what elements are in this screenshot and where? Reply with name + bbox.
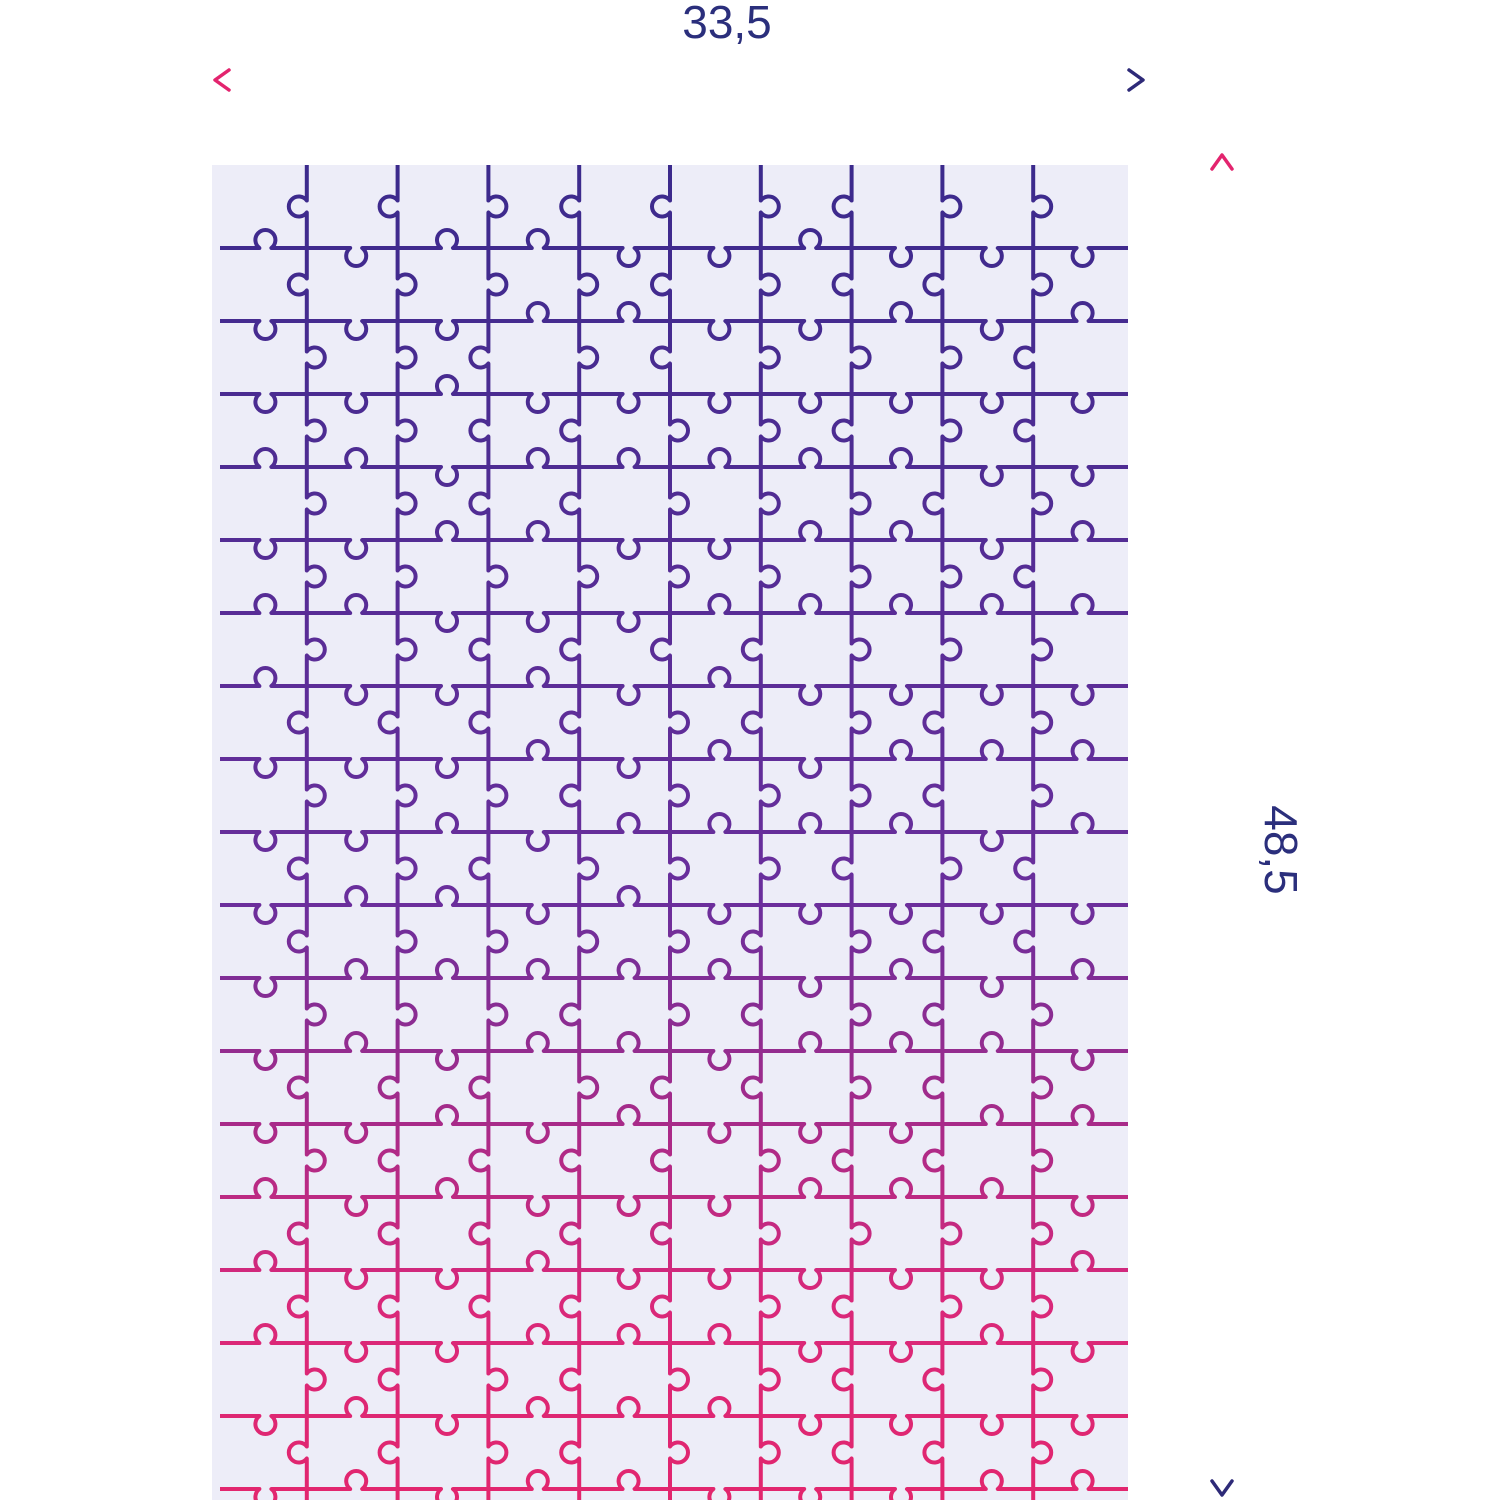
width-label: 33,5 (682, 0, 772, 48)
width-arrow (213, 68, 1145, 92)
height-arrow (1210, 153, 1234, 1497)
puzzle-cuts (220, 165, 1128, 1500)
height-label: 48,5 (1255, 805, 1307, 895)
cut-lines (220, 165, 1128, 1500)
